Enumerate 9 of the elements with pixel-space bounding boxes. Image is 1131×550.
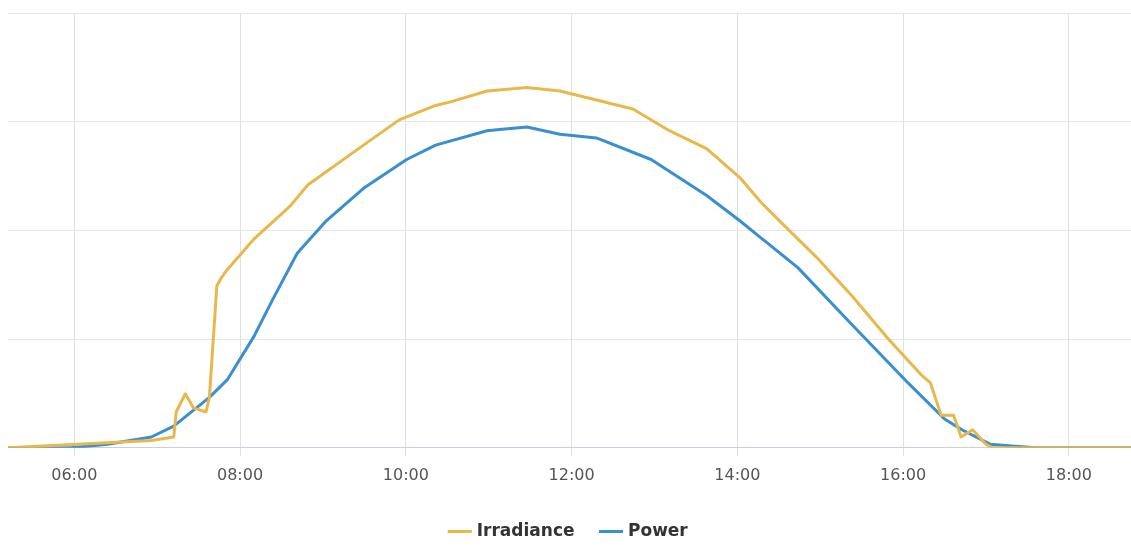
x-tick-label: 18:00 bbox=[1045, 464, 1092, 484]
x-tick-label: 06:00 bbox=[51, 464, 98, 484]
x-tick-label: 12:00 bbox=[548, 464, 595, 484]
legend-label: Power bbox=[627, 519, 689, 540]
x-tick-label: 16:00 bbox=[880, 464, 927, 484]
x-tick-label: 14:00 bbox=[714, 464, 761, 484]
legend-label: Irradiance bbox=[476, 519, 575, 540]
x-tick-label: 08:00 bbox=[217, 464, 264, 484]
x-tick-label: 10:00 bbox=[382, 464, 429, 484]
